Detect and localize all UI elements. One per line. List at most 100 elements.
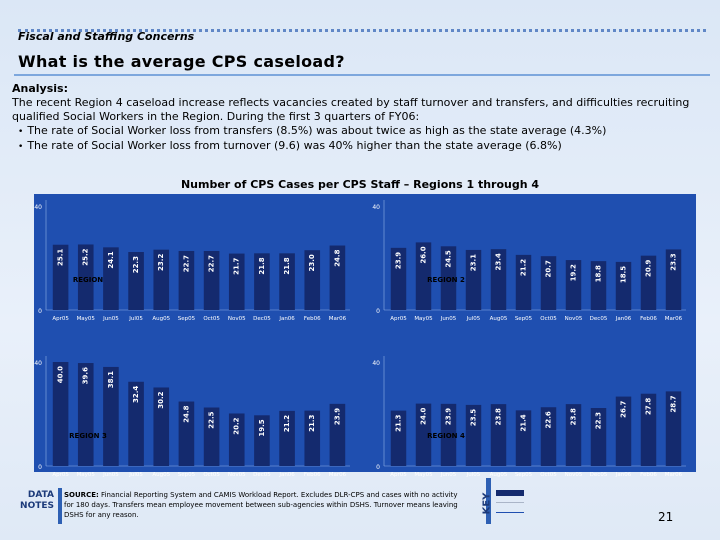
region-3-bar [178,401,195,466]
region-2-x-tick-label: Sep05 [515,316,533,322]
analysis-bullet: The rate of Social Worker loss from tran… [18,124,712,139]
region-2-bar [415,242,432,310]
region-4-x-tick-label: Dec05 [590,472,608,478]
region-2-value-label: 24.5 [445,250,453,267]
region-4-value-label: 21.3 [395,415,403,432]
region-3-x-tick-label: Mar06 [329,472,347,478]
region-4-bar [465,404,482,466]
analysis-label: Analysis: [12,82,68,95]
region-2-x-tick-label: Jan06 [615,316,632,322]
region-3-value-label: 38.1 [107,371,115,388]
data-notes-text: SOURCE: Financial Reporting System and C… [64,490,468,520]
region-2-x-tick-label: Nov05 [565,316,583,322]
title-rule [14,74,710,76]
region-2-bar [540,256,557,310]
region-4-bar [540,407,557,466]
region-4-value-label: 22.6 [545,411,553,428]
analysis-block: Analysis: The recent Region 4 caseload i… [12,82,712,154]
region-4-x-tick-label: Apr05 [390,472,407,478]
key-swatch-bar [496,490,524,496]
region-1-x-tick-label: Jan06 [278,316,295,322]
region-1-bar [203,250,220,310]
region-4-bar [440,403,457,466]
region-4-value-label: 23.5 [470,409,478,426]
region-3-x-tick-label: Sep05 [178,472,196,478]
region-1-bar [178,250,195,310]
region-3-x-tick-label: Jun05 [102,472,119,478]
region-3-value-label: 24.8 [182,405,190,422]
region-2-value-label: 23.4 [495,253,503,270]
region-1-x-tick-label: May05 [77,316,96,322]
region-4-x-tick-label: Jun05 [440,472,457,478]
region-4-value-label: 26.7 [620,400,628,417]
region-2-value-label: 23.3 [670,253,678,270]
region-4-bar [390,410,407,466]
region-2-bar [640,255,657,310]
source-label: SOURCE: [64,491,99,499]
region-1-y-tick-label: 40 [34,204,42,211]
region-3-value-label: 39.6 [82,367,90,384]
region-2-x-tick-label: May05 [414,316,433,322]
region-2-value-label: 23.1 [470,254,478,271]
region-4-x-tick-label: Sep05 [515,472,533,478]
region-1-bar [329,245,346,310]
region-4-y-tick-label: 0 [376,464,380,471]
region-3-bar [304,410,321,466]
region-2-label: REGION 2 [427,276,465,284]
region-3-y-tick-label: 40 [34,360,42,367]
key-label: KEY [481,492,493,515]
region-4-x-tick-label: Mar06 [665,472,683,478]
region-1-x-tick-label: Apr05 [52,316,69,322]
region-1-bar [153,249,170,310]
region-3-value-label: 23.9 [333,408,341,425]
region-4-bar [415,403,432,466]
region-1-bar [304,250,321,310]
region-3-x-tick-label: Jul05 [128,472,143,478]
region-1-value-label: 25.2 [82,248,90,265]
region-1-value-label: 23.2 [157,254,165,271]
region-1-bar [103,247,119,310]
header-dotted-line [18,29,706,32]
region-3-y-tick-label: 0 [38,464,42,471]
region-4-y-tick-label: 40 [372,360,380,367]
region-2-value-label: 21.2 [520,259,528,276]
region-2-value-label: 18.8 [595,265,603,282]
region-4-x-tick-label: Jul05 [466,472,481,478]
region-1-value-label: 21.8 [283,257,291,274]
region-2-x-tick-label: Jul05 [466,316,481,322]
region-4-value-label: 28.7 [670,395,678,412]
region-3-bar [52,362,69,466]
charts-background [34,194,696,472]
region-2-x-tick-label: Jun05 [440,316,457,322]
analysis-bullet: The rate of Social Worker loss from turn… [18,139,712,154]
region-2-bar [465,249,482,310]
region-1-x-tick-label: Mar06 [329,316,347,322]
region-1-x-tick-label: Oct05 [203,316,220,322]
region-3-bar [103,366,119,466]
region-3-value-label: 19.5 [258,419,266,436]
region-3-x-tick-label: Jan06 [278,472,295,478]
region-2-bar [615,261,632,310]
region-3-value-label: 40.0 [57,366,65,383]
region-1-x-tick-label: Sep05 [178,316,196,322]
analysis-bullets: The rate of Social Worker loss from tran… [12,124,712,154]
page-title: What is the average CPS caseload? [18,52,345,71]
region-3-x-tick-label: Feb06 [304,472,321,478]
region-2-y-tick-label: 0 [376,308,380,315]
region-3-x-tick-label: Nov05 [228,472,246,478]
region-2-value-label: 23.9 [395,252,403,269]
region-2-value-label: 26.0 [420,246,428,263]
region-1-value-label: 22.3 [132,256,140,273]
region-1-value-label: 23.0 [308,254,316,271]
region-4-value-label: 21.4 [520,414,528,431]
data-notes-divider [58,488,62,524]
region-3-value-label: 30.2 [157,391,165,408]
region-3-value-label: 21.2 [283,415,291,432]
region-2-bar [490,249,507,310]
region-3-bar [279,410,295,466]
region-3-bar [228,413,245,466]
region-1-x-tick-label: Jun05 [102,316,119,322]
region-4-x-tick-label: May05 [414,472,433,478]
